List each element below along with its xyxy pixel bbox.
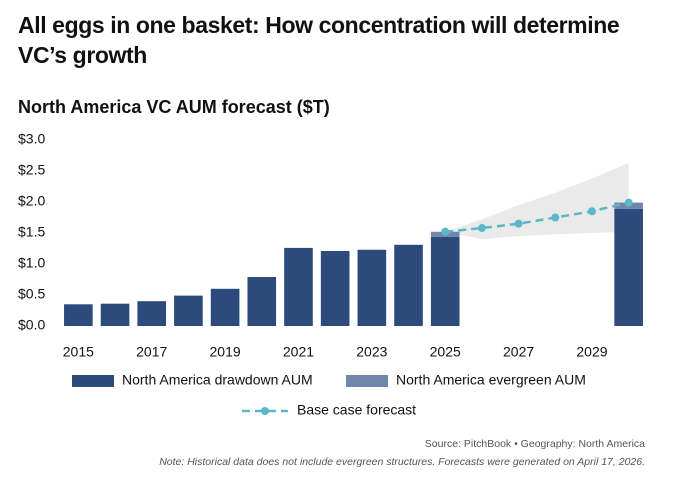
x-tick-label: 2019 (210, 344, 241, 360)
legend-swatch (346, 375, 388, 387)
bar (210, 288, 240, 326)
line (445, 201, 629, 234)
legend-label: North America drawdown AUM (122, 372, 313, 388)
x-tick-label: 2015 (63, 344, 94, 360)
y-tick-label: $2.0 (18, 193, 45, 209)
x-tick-label: 2023 (356, 344, 387, 360)
bar (320, 250, 350, 326)
forecast-range (445, 162, 629, 240)
point (624, 198, 633, 207)
y-tick-label: $3.0 (18, 131, 45, 147)
x-tick-label: 2017 (136, 344, 167, 360)
x-tick-label: 2027 (503, 344, 534, 360)
bar (137, 301, 167, 326)
bar (357, 249, 387, 326)
chart-title: All eggs in one basket: How concentratio… (18, 12, 619, 38)
bar (64, 304, 93, 326)
y-tick-label: $1.0 (18, 255, 45, 271)
bar (284, 247, 313, 326)
note: Note: Historical data does not include e… (159, 456, 645, 468)
bar (394, 244, 423, 326)
bar (174, 295, 203, 326)
bar (100, 303, 130, 326)
point (441, 227, 450, 236)
chart-title: VC’s growth (18, 42, 147, 68)
y-tick-label: $2.5 (18, 162, 45, 178)
chart-subtitle: North America VC AUM forecast ($T) (18, 97, 330, 117)
x-tick-label: 2025 (430, 344, 461, 360)
bar (247, 277, 277, 326)
legend-label: North America evergreen AUM (396, 372, 586, 388)
bar (430, 236, 460, 326)
x-tick-label: 2021 (283, 344, 314, 360)
legend-swatch (261, 407, 269, 415)
source: Source: PitchBook • Geography: North Ame… (425, 438, 645, 450)
x-tick-label: 2029 (576, 344, 607, 360)
y-tick-label: $1.5 (18, 224, 45, 240)
point (514, 219, 523, 228)
y-tick-label: $0.0 (18, 317, 45, 333)
point (587, 207, 596, 216)
point (477, 224, 486, 233)
point (551, 213, 560, 222)
y-tick-label: $0.5 (18, 286, 45, 302)
bar (614, 208, 643, 326)
legend-label: Base case forecast (297, 402, 416, 418)
legend-swatch (72, 375, 114, 387)
